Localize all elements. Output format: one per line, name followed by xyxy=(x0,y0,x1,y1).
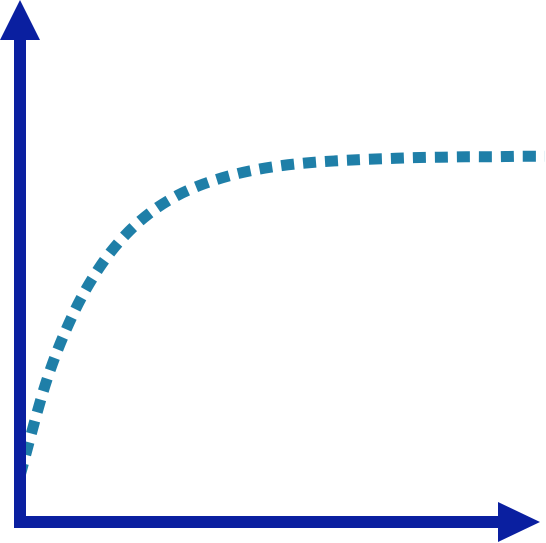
curve-layer xyxy=(14,150,546,478)
x-axis-arrowhead xyxy=(498,502,540,542)
y-axis-arrowhead xyxy=(0,0,40,40)
series-line-0 xyxy=(14,150,546,478)
